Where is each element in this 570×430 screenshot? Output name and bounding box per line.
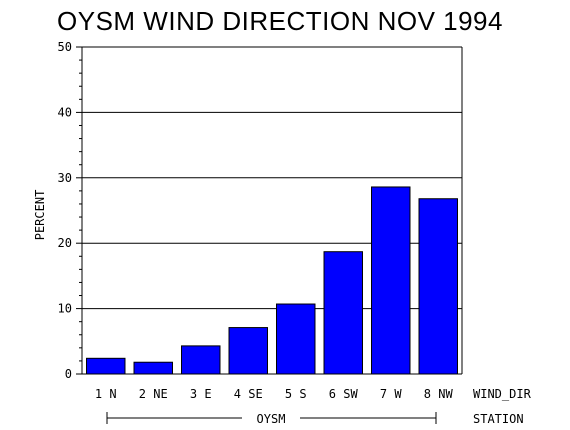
y-tick-label: 40 [58,105,72,119]
bar [133,361,173,375]
bars [86,186,458,375]
x-category-label: 6 SW [329,387,359,401]
x-axis-label: WIND_DIR [473,387,532,401]
bar [418,198,458,375]
x-category-label: 5 S [285,387,307,401]
y-axis-label: PERCENT [33,190,47,241]
x-category-label: 3 E [190,387,212,401]
bar [323,251,363,375]
x-category-label: 7 W [380,387,402,401]
y-tick-label: 10 [58,302,72,316]
station-axis-label: STATION [473,412,524,426]
station-name-label: OYSM [257,412,286,426]
bar [371,186,411,375]
station-bracket: OYSM [106,412,437,426]
axes [76,46,463,375]
bar [181,345,221,375]
y-tick-label: 30 [58,171,72,185]
y-tick-label: 50 [58,40,72,54]
x-category-label: 1 N [95,387,117,401]
y-tick-label: 20 [58,236,72,250]
y-tick-labels: 0 10 20 30 40 50 [58,40,72,381]
bar [276,303,316,375]
x-category-label: 4 SE [234,387,263,401]
bar [86,357,126,375]
bar [228,327,268,375]
x-category-label: 8 NW [424,387,454,401]
y-tick-label: 0 [65,367,72,381]
chart-title: OYSM WIND DIRECTION NOV 1994 [57,6,503,36]
x-category-label: 2 NE [139,387,168,401]
x-category-labels: 1 N 2 NE 3 E 4 SE 5 S 6 SW 7 W 8 NW [95,387,454,401]
